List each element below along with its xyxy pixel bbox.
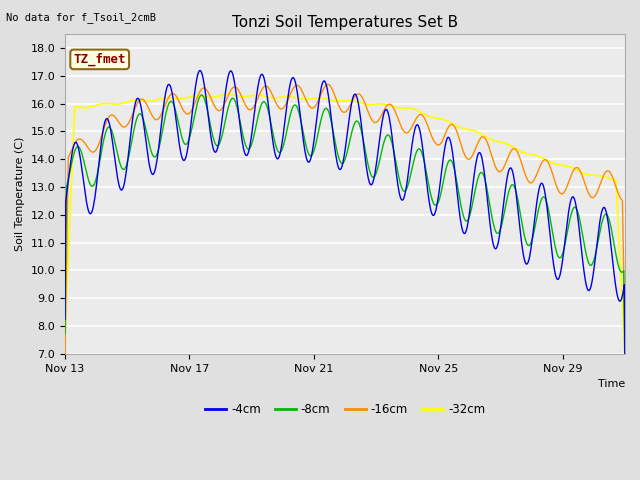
Title: Tonzi Soil Temperatures Set B: Tonzi Soil Temperatures Set B <box>232 15 458 30</box>
Text: TZ_fmet: TZ_fmet <box>74 53 126 66</box>
Legend: -4cm, -8cm, -16cm, -32cm: -4cm, -8cm, -16cm, -32cm <box>200 398 490 420</box>
Y-axis label: Soil Temperature (C): Soil Temperature (C) <box>15 137 25 251</box>
Text: No data for f_Tsoil_2cmB: No data for f_Tsoil_2cmB <box>6 12 156 23</box>
X-axis label: Time: Time <box>598 379 625 389</box>
